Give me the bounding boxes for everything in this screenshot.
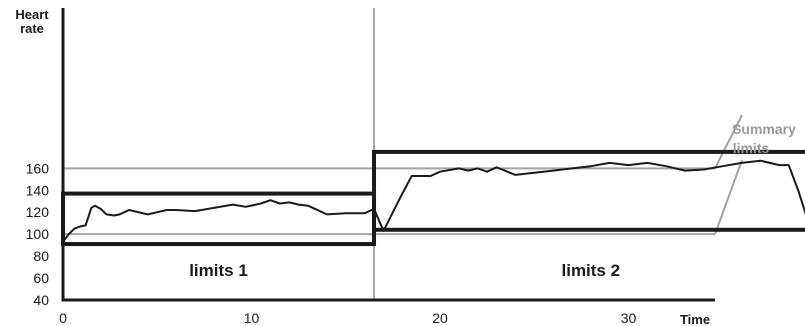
segment-limit-box-2 [372,149,805,232]
summary-lower-connector [714,159,743,235]
x-axis-label: Time [680,312,710,326]
heart-rate-line [62,159,805,243]
segment-label-2: limits 2 [562,261,621,280]
x-tick-label-10: 10 [244,310,260,326]
segment-limit-box-1 [61,191,377,247]
x-tick-label-30: 30 [621,310,637,326]
summary-limit-lines [63,114,743,236]
y-axis-label-line-2: rate [20,21,44,36]
summary-upper-connector [714,114,743,169]
summary-limits-label-line-1: Summary [732,121,796,137]
y-axis-label-line-1: Heart [15,7,49,22]
heart-rate-series [62,159,805,243]
y-tick-label-80: 80 [33,248,49,264]
segment-label-1: limits 1 [189,261,248,280]
x-tick-label-20: 20 [432,310,448,326]
y-tick-label-160: 160 [26,160,50,176]
y-tick-label-140: 140 [26,182,50,198]
y-tick-label-40: 40 [33,292,49,308]
y-tick-label-100: 100 [26,226,50,242]
summary-limits-label-line-2: limits [733,140,770,156]
y-tick-label-120: 120 [26,204,50,220]
axes [61,8,715,302]
tick-labels: 40608010012014016001020304050 [26,160,637,326]
y-tick-label-60: 60 [33,270,49,286]
axis-labels: Heart rate Time Summary limits [15,7,796,326]
x-tick-label-0: 0 [59,310,67,326]
